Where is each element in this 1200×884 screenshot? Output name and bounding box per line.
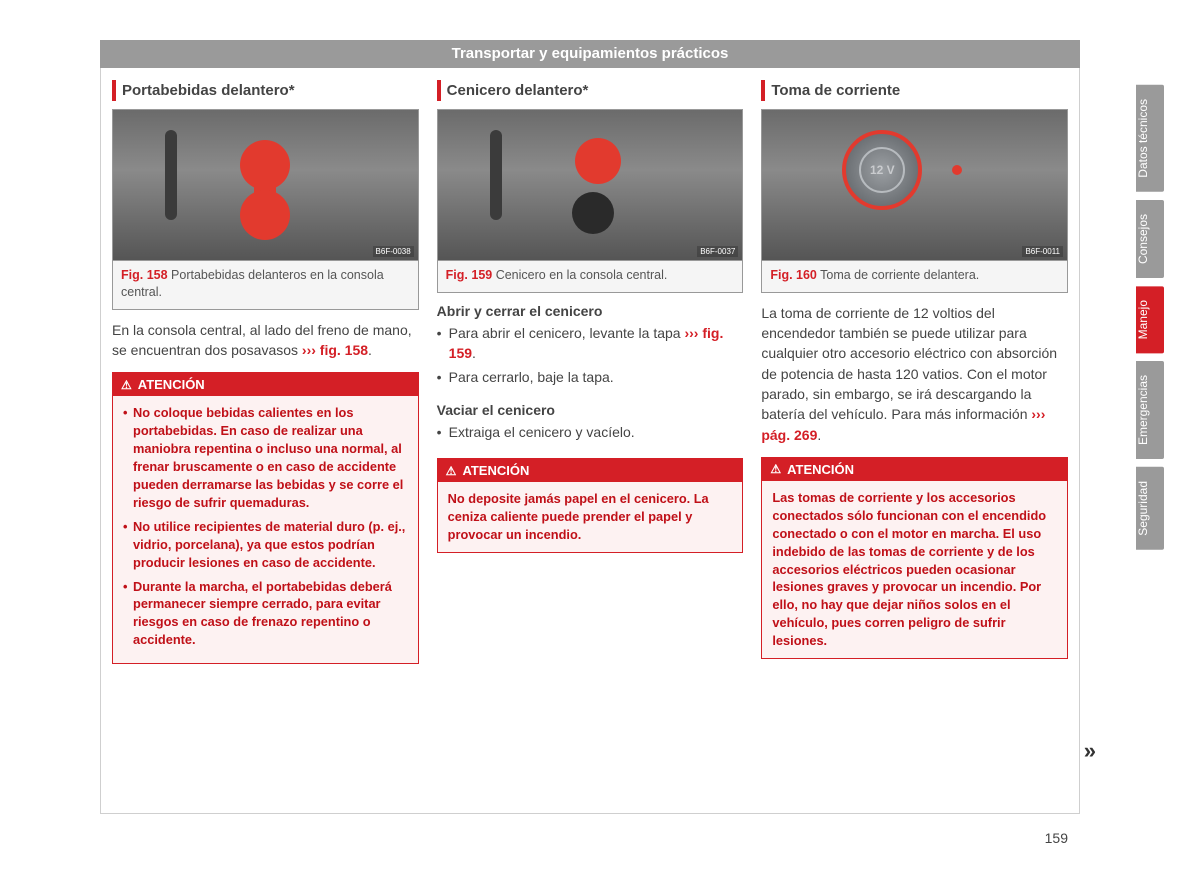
figure-158-label: Fig. 158 — [121, 268, 168, 282]
figure-158-caption: Fig. 158 Portabebidas delanteros en la c… — [113, 260, 418, 309]
col1-warning-head: ATENCIÓN — [113, 373, 418, 396]
handbrake-graphic — [165, 130, 177, 220]
figure-159: B6F-0037 Fig. 159 Cenicero en la consola… — [437, 109, 744, 293]
tab-seguridad[interactable]: Seguridad — [1136, 467, 1164, 550]
col3-warning-head: ATENCIÓN — [762, 458, 1067, 481]
col3-body: La toma de corriente de 12 voltios del e… — [761, 303, 1068, 445]
section-header-text: Transportar y equipamientos prácticos — [452, 45, 729, 62]
ashtray-highlight-icon — [575, 138, 621, 184]
handbrake-graphic — [490, 130, 502, 220]
figure-159-code: B6F-0037 — [697, 246, 738, 257]
col3-body-post: . — [817, 427, 821, 443]
figure-159-caption: Fig. 159 Cenicero en la consola central. — [438, 260, 743, 292]
tab-emergencias[interactable]: Emergencias — [1136, 361, 1164, 459]
tab-manejo[interactable]: Manejo — [1136, 286, 1164, 353]
figure-160-image: 12 V B6F-0011 — [762, 110, 1067, 260]
col2-empty-item1: Extraiga el cenicero y vacíelo. — [437, 422, 744, 442]
tab-consejos[interactable]: Consejos — [1136, 200, 1164, 278]
ashtray-socket-graphic — [572, 192, 614, 234]
tab-datos-tecnicos[interactable]: Datos técnicos — [1136, 85, 1164, 192]
col2-subhead-empty: Vaciar el cenicero — [437, 402, 744, 418]
col1-title: Portabebidas delantero* — [112, 80, 419, 101]
socket-highlight-icon: 12 V — [842, 130, 922, 210]
figure-159-image: B6F-0037 — [438, 110, 743, 260]
col1-body-ref: ››› fig. 158 — [302, 342, 368, 358]
column-cupholder: Portabebidas delantero* B6F-0038 Fig. 15… — [112, 80, 419, 802]
figure-158: B6F-0038 Fig. 158 Portabebidas delantero… — [112, 109, 419, 310]
socket-inner-ring: 12 V — [859, 147, 905, 193]
col2-subhead-open: Abrir y cerrar el cenicero — [437, 303, 744, 319]
col1-body-post: . — [368, 342, 372, 358]
col2-warning: ATENCIÓN No deposite jamás papel en el c… — [437, 458, 744, 553]
col2-empty-list: Extraiga el cenicero y vacíelo. — [437, 422, 744, 446]
col2-warning-head: ATENCIÓN — [438, 459, 743, 482]
col3-warning-body: Las tomas de corriente y los accesorios … — [762, 481, 1067, 658]
col2-warning-body: No deposite jamás papel en el cenicero. … — [438, 482, 743, 552]
figure-158-code: B6F-0038 — [373, 246, 414, 257]
figure-158-image: B6F-0038 — [113, 110, 418, 260]
col1-warning-body: No coloque bebidas calientes en los port… — [113, 396, 418, 663]
col1-warning-item: No coloque bebidas calientes en los port… — [123, 404, 408, 511]
col2-warning-title: ATENCIÓN — [462, 463, 529, 478]
col3-warning-title: ATENCIÓN — [787, 462, 854, 477]
column-socket: Toma de corriente 12 V B6F-0011 Fig. 160… — [761, 80, 1068, 802]
col1-warning: ATENCIÓN No coloque bebidas calientes en… — [112, 372, 419, 664]
col2-open-list: Para abrir el cenicero, levante la tapa … — [437, 323, 744, 392]
figure-160-label: Fig. 160 — [770, 268, 817, 282]
content-columns: Portabebidas delantero* B6F-0038 Fig. 15… — [112, 80, 1068, 802]
page-number: 159 — [1045, 830, 1068, 846]
figure-160-caption: Fig. 160 Toma de corriente delantera. — [762, 260, 1067, 292]
col2-open-item1: Para abrir el cenicero, levante la tapa … — [437, 323, 744, 364]
col2-open-item2: Para cerrarlo, baje la tapa. — [437, 367, 744, 387]
col1-body: En la consola central, al lado del freno… — [112, 320, 419, 361]
side-tabs: Datos técnicos Consejos Manejo Emergenci… — [1136, 85, 1164, 550]
figure-160-code: B6F-0011 — [1022, 246, 1063, 257]
col2-open-pre: Para abrir el cenicero, levante la tapa — [449, 325, 685, 341]
col1-warning-item: No utilice recipientes de material duro … — [123, 518, 408, 572]
col2-open-post: . — [472, 345, 476, 361]
figure-159-caption-text: Cenicero en la consola central. — [496, 268, 668, 282]
figure-159-label: Fig. 159 — [446, 268, 493, 282]
col1-warning-title: ATENCIÓN — [138, 377, 205, 392]
col1-warning-item: Durante la marcha, el portabebidas deber… — [123, 578, 408, 650]
section-header: Transportar y equipamientos prácticos — [100, 40, 1080, 68]
continue-arrow-icon: » — [1084, 738, 1096, 764]
cupholder-highlight-icon — [240, 190, 290, 240]
column-ashtray: Cenicero delantero* B6F-0037 Fig. 159 Ce… — [437, 80, 744, 802]
socket-led-icon — [952, 165, 962, 175]
figure-160: 12 V B6F-0011 Fig. 160 Toma de corriente… — [761, 109, 1068, 293]
figure-160-caption-text: Toma de corriente delantera. — [820, 268, 979, 282]
col3-body-pre: La toma de corriente de 12 voltios del e… — [761, 305, 1057, 422]
col3-warning: ATENCIÓN Las tomas de corriente y los ac… — [761, 457, 1068, 659]
socket-12v-label: 12 V — [870, 163, 895, 177]
col2-title: Cenicero delantero* — [437, 80, 744, 101]
col3-title: Toma de corriente — [761, 80, 1068, 101]
